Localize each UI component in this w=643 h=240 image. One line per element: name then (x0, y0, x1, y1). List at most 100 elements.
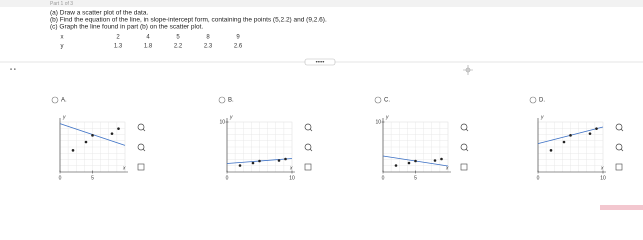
table-cell: 2.3 (204, 44, 213, 50)
instruction: (c) Graph the line found in part (b) on … (50, 24, 203, 31)
y-tick-label: 10 (375, 119, 381, 125)
table-cell: 4 (146, 35, 150, 41)
move-icon[interactable] (463, 65, 473, 75)
zoom-icon[interactable] (615, 143, 623, 151)
scatter-point (251, 161, 255, 165)
data-table: xy 2 1.3 4 1.8 5 2.2 8 2.3 9 2.6 (61, 35, 243, 50)
radio-button[interactable] (218, 96, 226, 104)
scatter-point (562, 140, 566, 144)
zoom-icon[interactable] (309, 128, 313, 132)
table-cell: 2 (116, 35, 120, 41)
radio-button[interactable] (51, 96, 59, 104)
zoom-icon[interactable] (465, 148, 469, 152)
scatter-point (569, 134, 572, 137)
zoom-icon[interactable] (309, 148, 313, 152)
x-tick-label: 10 (600, 175, 606, 181)
y-axis-label: y (229, 114, 233, 120)
expand-dots: ••••• (316, 59, 325, 65)
expand-button[interactable] (304, 58, 336, 66)
radio-button[interactable] (529, 96, 537, 104)
radio-button[interactable] (374, 96, 382, 104)
scatter-point (440, 157, 443, 161)
part-label: Part 1 of 3 (50, 1, 73, 7)
scatter-point (549, 149, 553, 152)
x-axis-label: x (289, 165, 293, 171)
zoom-button[interactable] (304, 123, 313, 132)
zoom-icon[interactable] (304, 143, 312, 151)
scatter-point (433, 159, 437, 162)
screen: Part 1 of 3 (a) Draw a scatter plot of t… (0, 0, 643, 210)
x-tick-label: 0 (59, 175, 62, 181)
y-axis-label: y (385, 114, 389, 120)
instruction: (b) Find the equation of the line, in sl… (50, 17, 327, 24)
expand-icon[interactable] (460, 163, 468, 171)
zoom-icon[interactable] (460, 123, 468, 131)
scatter-point (117, 127, 120, 130)
zoom-button[interactable] (615, 143, 624, 152)
expand-icon[interactable] (137, 163, 145, 171)
zoom-icon[interactable] (620, 128, 624, 132)
option[interactable]: A. y x 0 5 (51, 96, 146, 181)
x-axis-label: x (600, 165, 604, 171)
option-label: D. (539, 98, 545, 104)
option-label: C. (384, 98, 390, 104)
table-cell: 1.8 (144, 44, 153, 50)
scatter-point (110, 132, 114, 135)
zoom-icon[interactable] (137, 143, 145, 151)
instruction: (a) Draw a scatter plot of the data. (50, 10, 148, 17)
option[interactable]: D. y x 0 10 (529, 96, 624, 181)
table-cell: 8 (206, 35, 210, 41)
y-axis-label: y (62, 114, 66, 120)
scatter-point (414, 159, 417, 163)
x-tick-label: 0 (537, 175, 540, 181)
zoom-icon[interactable] (465, 128, 469, 132)
zoom-icon[interactable] (142, 128, 146, 132)
expand-icon[interactable] (304, 163, 312, 171)
zoom-icon[interactable] (137, 123, 145, 131)
x-tick-label: 10 (289, 175, 295, 181)
table-cell: 2.6 (234, 44, 243, 50)
table-header: x (61, 35, 64, 41)
background (0, 0, 643, 210)
scatter-point (595, 127, 598, 130)
zoom-button[interactable] (460, 143, 469, 152)
top-bar (0, 0, 643, 7)
zoom-button[interactable] (304, 143, 313, 152)
scatter-point (91, 134, 94, 137)
table-cell: 2.2 (174, 44, 183, 50)
option[interactable]: B. y x 0 10 10 (218, 96, 313, 181)
zoom-button[interactable] (460, 123, 469, 132)
option-label: B. (228, 98, 234, 104)
option[interactable]: C. y x 0 5 10 (374, 96, 469, 181)
zoom-button[interactable] (615, 123, 624, 132)
options: A. y x 0 5 B. y x 0 10 10 C. y x 0 5 10 D. y x 0 10 (51, 96, 624, 181)
x-tick-label: 5 (414, 175, 417, 181)
table-cell: 9 (236, 35, 240, 41)
scatter-point (394, 164, 398, 167)
table-header: y (61, 44, 64, 50)
dots: • • (10, 68, 16, 74)
zoom-icon[interactable] (304, 123, 312, 131)
scatter-point (258, 159, 261, 163)
scatter-point (588, 132, 592, 135)
scatter-point (407, 161, 411, 165)
scatter-point (238, 164, 242, 167)
zoom-icon[interactable] (460, 143, 468, 151)
scatter-point (284, 157, 287, 161)
scatter-point (84, 140, 88, 144)
table-cell: 1.3 (114, 44, 123, 50)
zoom-icon[interactable] (142, 148, 146, 152)
zoom-button[interactable] (137, 123, 146, 132)
zoom-icon[interactable] (615, 123, 623, 131)
option-label: A. (61, 98, 67, 104)
zoom-icon[interactable] (620, 148, 624, 152)
x-tick-label: 0 (382, 175, 385, 181)
next-button[interactable] (600, 205, 643, 210)
x-axis-label: x (445, 165, 449, 171)
expand-icon[interactable] (615, 163, 623, 171)
scatter-point (71, 149, 75, 152)
y-tick-label: 10 (219, 119, 225, 125)
zoom-button[interactable] (137, 143, 146, 152)
scatter-point (277, 159, 281, 162)
y-axis-label: y (540, 114, 544, 120)
